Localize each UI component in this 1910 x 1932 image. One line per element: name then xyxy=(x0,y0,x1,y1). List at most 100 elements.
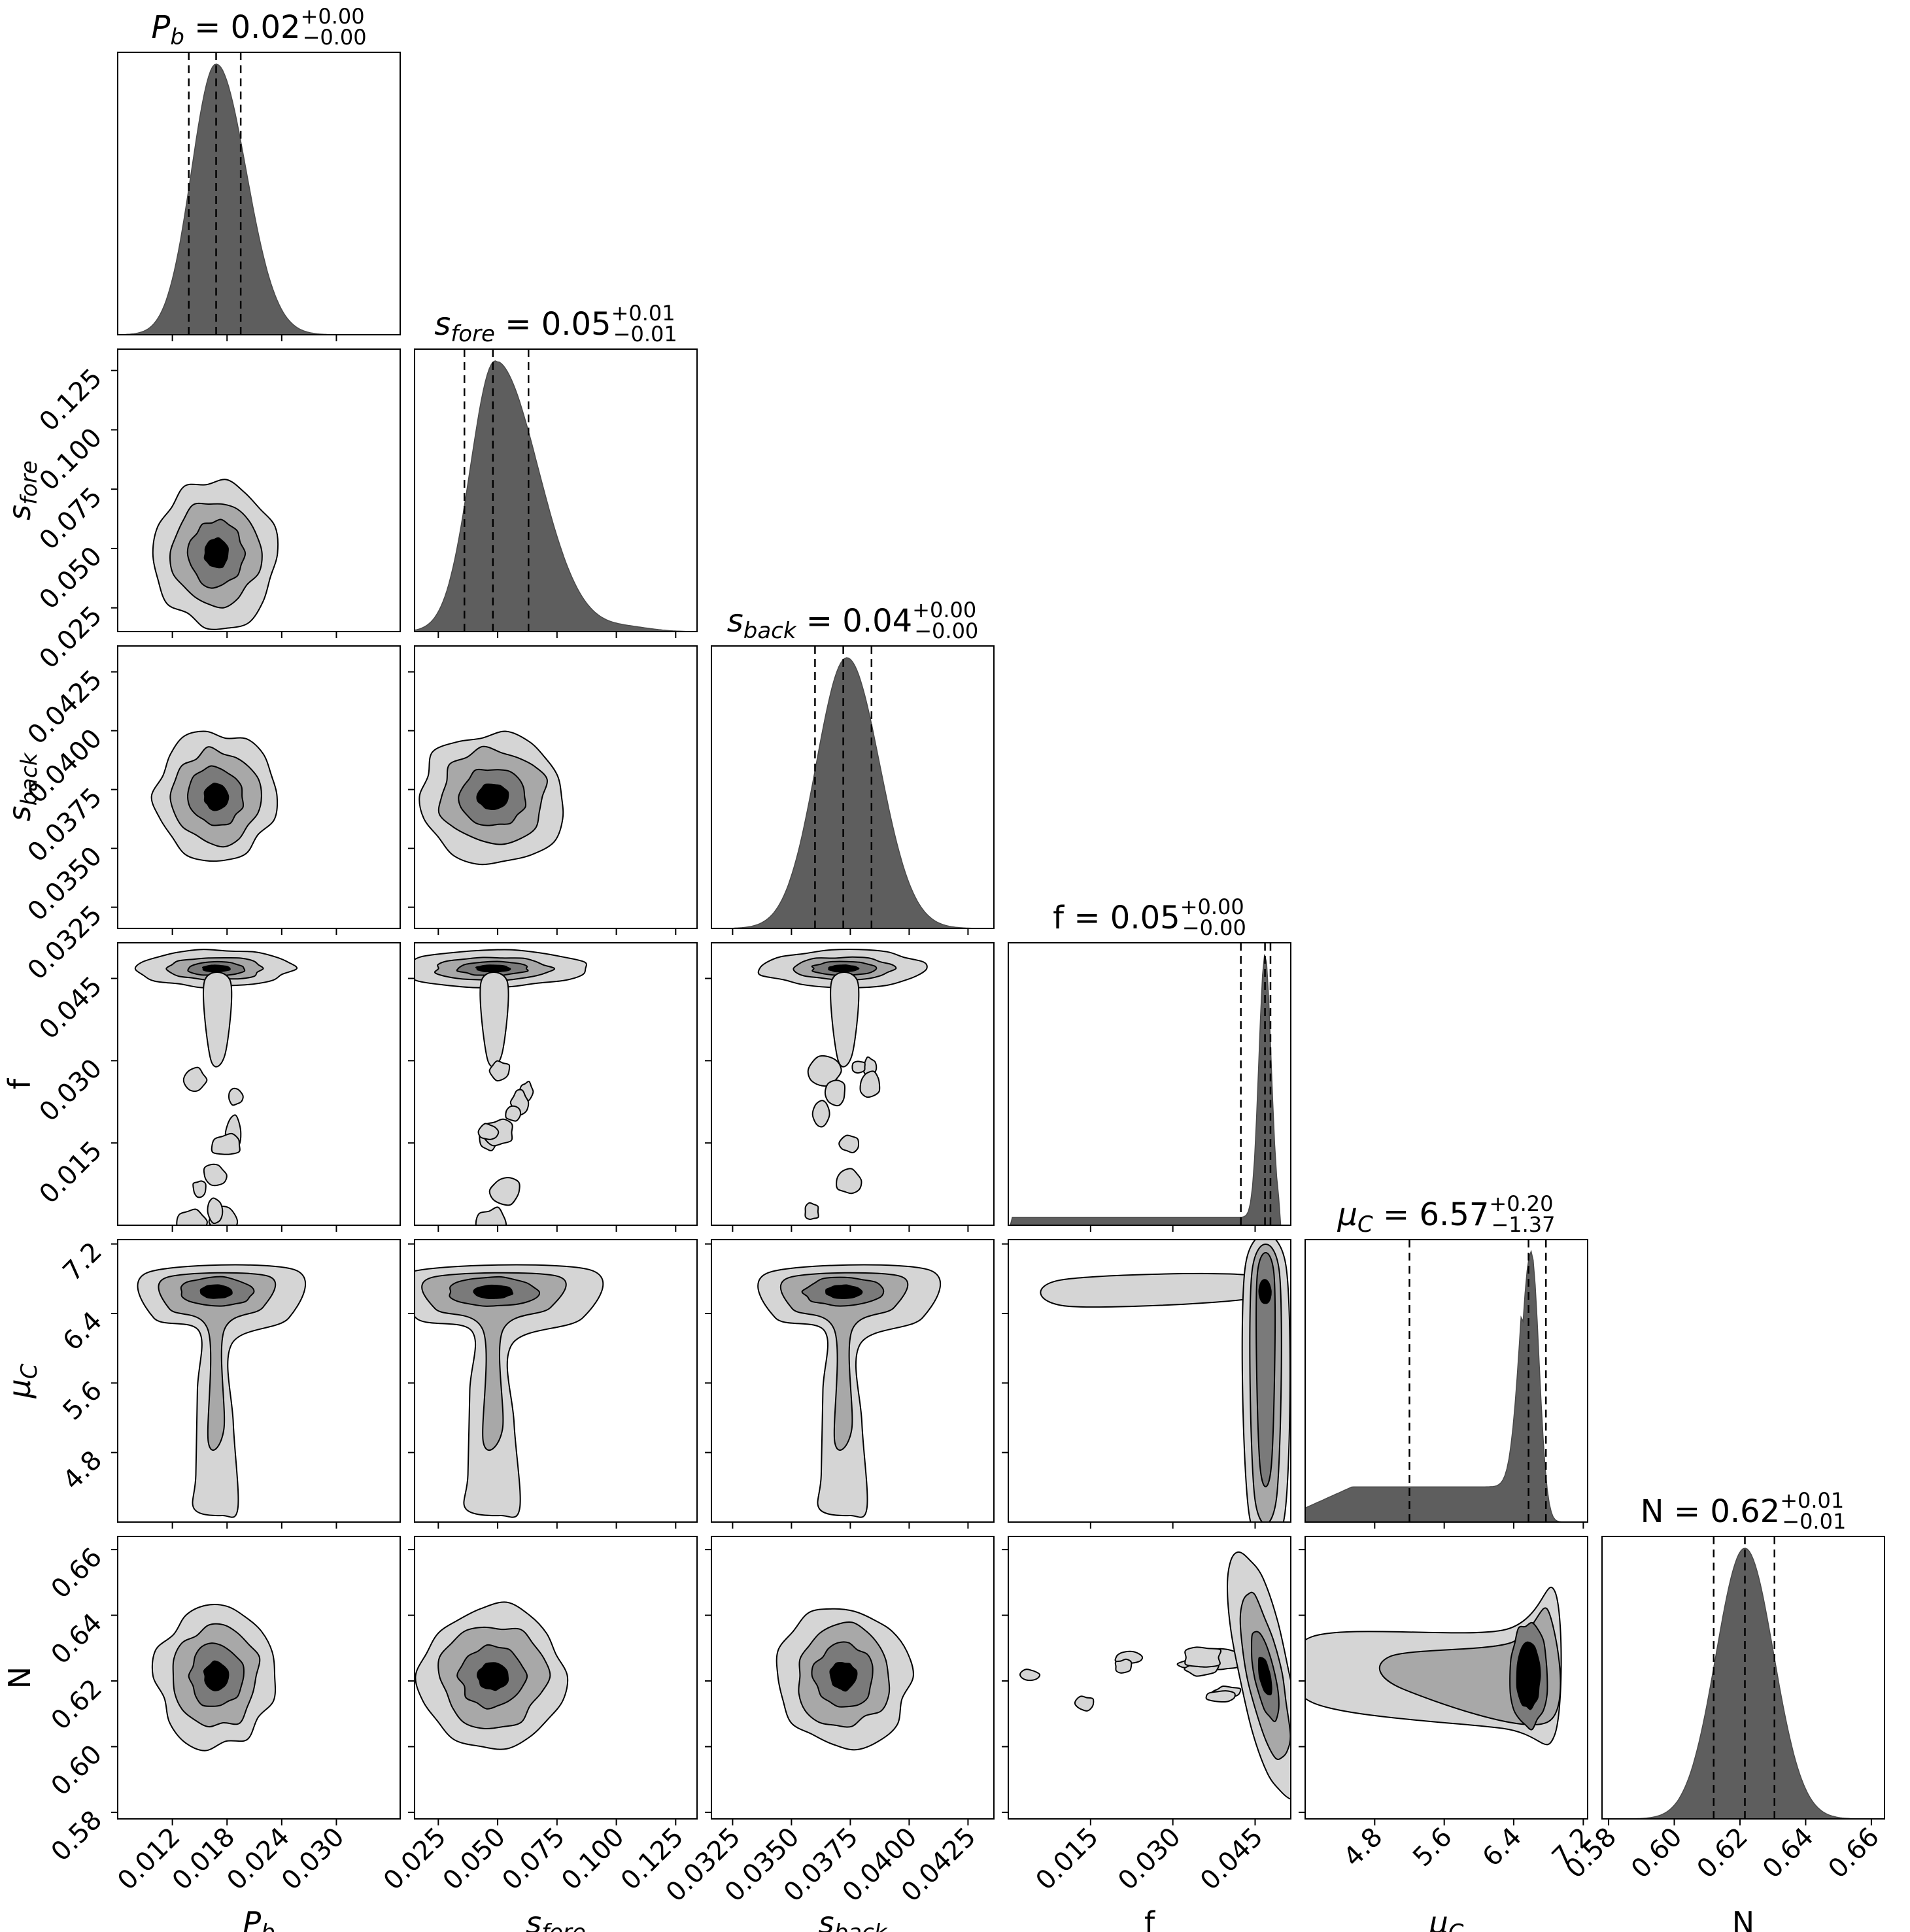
contour-island xyxy=(811,1100,830,1128)
titles-layer: Pb = 0.02+0.00 −0.00 sfore = 0.05+0.01 −0.0… xyxy=(151,4,1846,1534)
histogram-layer xyxy=(117,52,1884,1820)
contour-island xyxy=(176,1208,208,1225)
contour-island xyxy=(203,1163,228,1187)
contour-island xyxy=(211,1132,241,1155)
contour-level-2 xyxy=(199,1284,233,1299)
title-sback: sback = 0.04+0.00 −0.00 xyxy=(727,598,979,644)
panel-frame-sfore-N xyxy=(414,1536,698,1820)
x-tick-label-Pb: 0.018 xyxy=(167,1822,241,1897)
title-N: N = 0.62+0.01 −0.01 xyxy=(1641,1488,1847,1534)
y-tick-label-N: 0.64 xyxy=(46,1608,109,1670)
contour-island xyxy=(488,1060,511,1082)
contour-level-4 xyxy=(829,1661,858,1692)
x-axis-label-f: f xyxy=(1144,1905,1156,1932)
x-tick-label-muC: 6.4 xyxy=(1477,1822,1528,1873)
x-axis-label-muC: μC xyxy=(1428,1905,1463,1932)
x-axis-label-N: N xyxy=(1732,1905,1754,1932)
contour-level-2 xyxy=(158,1272,277,1451)
histogram-Pb xyxy=(117,63,400,335)
contour-panel-Pb-f xyxy=(134,949,298,1225)
y-tick-label-muC: 4.8 xyxy=(58,1445,109,1496)
x-tick-label-N: 0.66 xyxy=(1822,1822,1885,1885)
y-axis-label-sback: sback xyxy=(2,752,43,821)
panel-frame-f-N xyxy=(1008,1536,1291,1820)
contour-panel-muC-N xyxy=(1305,1586,1562,1746)
contour-layer xyxy=(134,479,1562,1801)
y-axis-label-N: N xyxy=(2,1667,37,1689)
contour-panel-sfore-sback xyxy=(418,730,564,866)
panel-frame-f-muC xyxy=(1008,1239,1291,1523)
histogram-f xyxy=(1008,954,1291,1226)
panel-frame-f-f xyxy=(1008,942,1291,1226)
contour-level-4 xyxy=(203,783,230,811)
contour-island xyxy=(505,1105,522,1122)
y-tick-label-muC: 6.4 xyxy=(58,1306,109,1357)
contour-island xyxy=(1114,1658,1133,1674)
y-tick-label-N: 0.60 xyxy=(46,1739,109,1802)
contour-island xyxy=(182,1066,208,1092)
y-tick-label-f: 0.015 xyxy=(34,1136,109,1210)
panel-frame-sback-sback xyxy=(711,645,995,929)
y-tick-label-N: 0.66 xyxy=(46,1542,109,1605)
x-tick-label-muC: 5.6 xyxy=(1407,1822,1458,1873)
y-tick-label-sfore: 0.100 xyxy=(34,422,109,497)
contour-island xyxy=(851,1060,866,1074)
panel-frame-muC-muC xyxy=(1305,1239,1588,1523)
y-tick-label-sfore: 0.050 xyxy=(34,541,109,615)
panel-frame-sback-muC xyxy=(711,1239,995,1523)
y-axis-label-sfore: sfore xyxy=(2,460,43,520)
contour-island xyxy=(1184,1646,1222,1668)
contour-island xyxy=(859,1070,881,1098)
x-tick-label-sfore: 0.100 xyxy=(556,1822,630,1897)
title-f: f = 0.05+0.00 −0.00 xyxy=(1053,894,1246,940)
x-tick-label-sfore: 0.050 xyxy=(437,1822,512,1897)
panel-frame-sback-N xyxy=(711,1536,995,1820)
x-axis-label-Pb: Pb xyxy=(243,1905,275,1932)
histogram-N xyxy=(1602,1548,1884,1820)
panel-frame-sfore-f xyxy=(414,942,698,1226)
histogram-muC xyxy=(1305,1249,1588,1523)
x-tick-label-f: 0.015 xyxy=(1030,1822,1104,1897)
title-sfore: sfore = 0.05+0.01 −0.01 xyxy=(434,301,677,347)
contour-panel-Pb-N xyxy=(151,1604,277,1752)
contour-panel-sfore-N xyxy=(415,1601,569,1750)
contour-island xyxy=(1205,1690,1236,1703)
contour-island xyxy=(488,1177,520,1206)
contour-island xyxy=(804,1202,819,1220)
x-tick-label-N: 0.64 xyxy=(1757,1822,1820,1885)
panel-frame-sback-f xyxy=(711,942,995,1226)
contour-level-4 xyxy=(1258,1279,1272,1304)
y-tick-label-N: 0.62 xyxy=(46,1674,109,1737)
panel-frame-Pb-f xyxy=(117,942,401,1226)
contour-panel-sback-N xyxy=(776,1608,914,1751)
y-axis-label-muC: μC xyxy=(2,1363,43,1398)
x-tick-label-Pb: 0.012 xyxy=(112,1822,186,1897)
contour-level-4 xyxy=(1257,1657,1272,1696)
x-tick-label-Pb: 0.030 xyxy=(276,1822,350,1897)
y-axis-label-f: f xyxy=(2,1077,37,1089)
panel-frame-sfore-sfore xyxy=(414,348,698,632)
contour-level-4 xyxy=(201,964,231,973)
x-tick-label-N: 0.60 xyxy=(1626,1822,1688,1885)
y-tick-label-muC: 7.2 xyxy=(58,1236,109,1287)
contour-panel-Pb-sfore xyxy=(152,479,279,630)
panel-frame-Pb-sback xyxy=(117,645,401,929)
contour-island xyxy=(836,1168,862,1195)
x-tick-label-N: 0.62 xyxy=(1692,1822,1754,1885)
histogram-sback xyxy=(711,657,994,929)
panel-frame-sfore-muC xyxy=(414,1239,698,1523)
contour-tail xyxy=(203,972,233,1068)
contour-island xyxy=(477,1123,500,1140)
x-tick-label-muC: 4.8 xyxy=(1338,1822,1389,1873)
contour-level-2 xyxy=(825,1284,863,1299)
panel-frame-Pb-Pb xyxy=(117,52,401,335)
contour-island xyxy=(824,1079,846,1107)
y-tick-label-N: 0.58 xyxy=(46,1805,109,1867)
contour-island xyxy=(475,1206,507,1225)
contour-level-4 xyxy=(475,964,511,973)
y-tick-label-sfore: 0.025 xyxy=(34,600,109,675)
contour-island xyxy=(838,1134,860,1153)
contour-tail xyxy=(479,972,509,1068)
contour-panel-sback-muC xyxy=(757,1264,942,1518)
